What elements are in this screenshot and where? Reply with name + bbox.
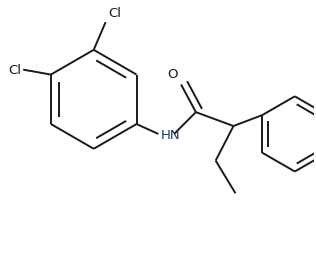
Text: Cl: Cl: [108, 7, 122, 20]
Text: Cl: Cl: [8, 64, 21, 77]
Text: HN: HN: [160, 129, 180, 142]
Text: O: O: [167, 67, 178, 80]
